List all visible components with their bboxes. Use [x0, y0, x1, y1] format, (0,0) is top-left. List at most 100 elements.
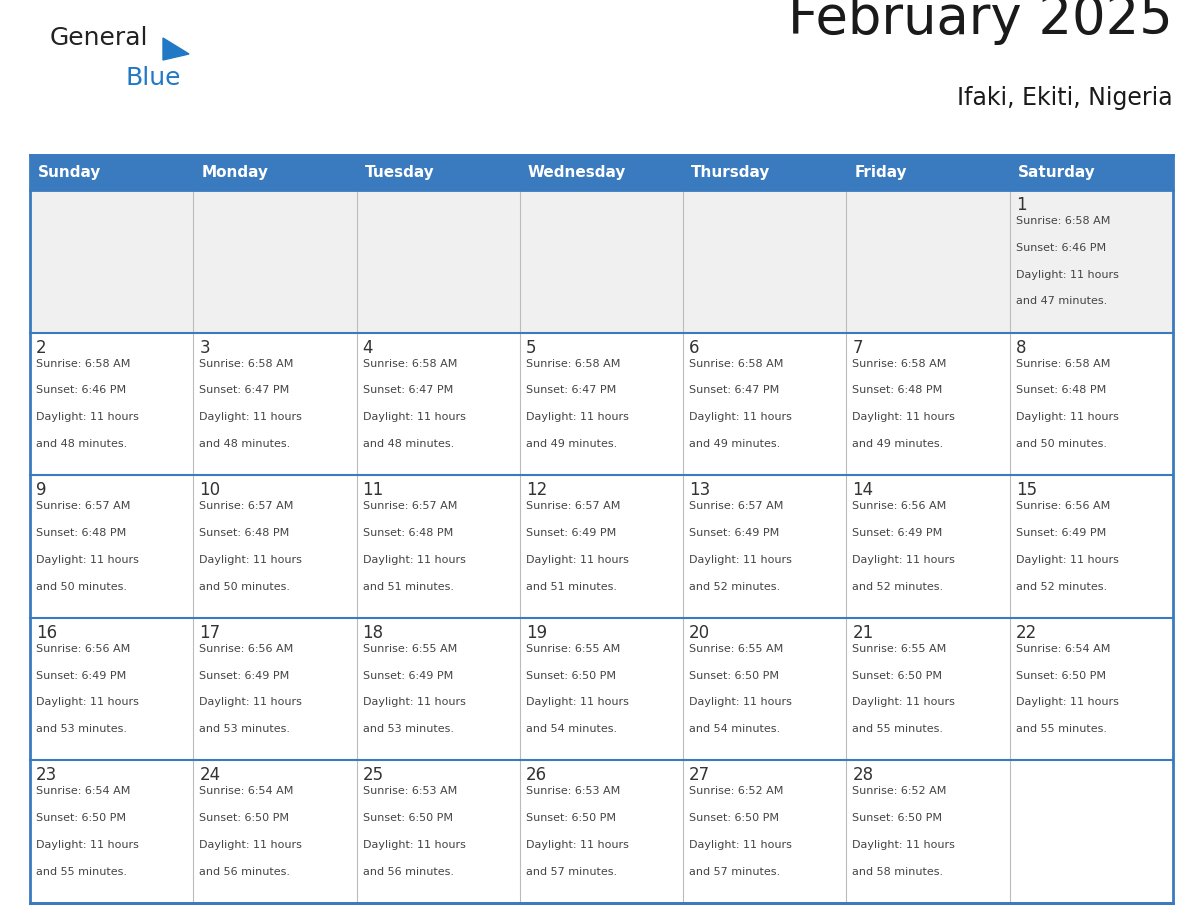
Text: Sunset: 6:49 PM: Sunset: 6:49 PM — [1016, 528, 1106, 538]
Text: Sunset: 6:50 PM: Sunset: 6:50 PM — [362, 813, 453, 823]
Text: Sunrise: 6:58 AM: Sunrise: 6:58 AM — [689, 359, 784, 369]
Text: Sunset: 6:48 PM: Sunset: 6:48 PM — [1016, 386, 1106, 396]
Text: Daylight: 11 hours: Daylight: 11 hours — [200, 554, 302, 565]
Text: 1: 1 — [1016, 196, 1026, 214]
Text: and 50 minutes.: and 50 minutes. — [36, 582, 127, 591]
Text: 25: 25 — [362, 767, 384, 784]
Text: Sunrise: 6:57 AM: Sunrise: 6:57 AM — [36, 501, 131, 511]
Text: Sunrise: 6:58 AM: Sunrise: 6:58 AM — [526, 359, 620, 369]
Text: and 58 minutes.: and 58 minutes. — [853, 867, 943, 877]
Text: Sunrise: 6:54 AM: Sunrise: 6:54 AM — [36, 787, 131, 797]
Text: Sunset: 6:49 PM: Sunset: 6:49 PM — [36, 671, 126, 680]
Text: Daylight: 11 hours: Daylight: 11 hours — [362, 412, 466, 422]
Text: Sunset: 6:50 PM: Sunset: 6:50 PM — [200, 813, 290, 823]
Text: and 51 minutes.: and 51 minutes. — [362, 582, 454, 591]
Text: Sunset: 6:49 PM: Sunset: 6:49 PM — [526, 528, 617, 538]
Text: Sunrise: 6:53 AM: Sunrise: 6:53 AM — [526, 787, 620, 797]
Text: and 54 minutes.: and 54 minutes. — [689, 724, 781, 734]
Text: Sunrise: 6:57 AM: Sunrise: 6:57 AM — [200, 501, 293, 511]
Text: Sunday: Sunday — [38, 165, 101, 180]
Text: Monday: Monday — [201, 165, 268, 180]
Text: Sunrise: 6:55 AM: Sunrise: 6:55 AM — [526, 644, 620, 654]
Text: Daylight: 11 hours: Daylight: 11 hours — [362, 698, 466, 708]
Text: Sunset: 6:50 PM: Sunset: 6:50 PM — [1016, 671, 1106, 680]
Text: Sunset: 6:50 PM: Sunset: 6:50 PM — [853, 671, 942, 680]
Text: Sunrise: 6:58 AM: Sunrise: 6:58 AM — [853, 359, 947, 369]
Text: and 55 minutes.: and 55 minutes. — [36, 867, 127, 877]
Text: Daylight: 11 hours: Daylight: 11 hours — [1016, 554, 1119, 565]
Text: February 2025: February 2025 — [789, 0, 1173, 45]
Text: Sunrise: 6:58 AM: Sunrise: 6:58 AM — [1016, 359, 1110, 369]
Text: 6: 6 — [689, 339, 700, 356]
Text: 22: 22 — [1016, 624, 1037, 642]
Text: Sunset: 6:50 PM: Sunset: 6:50 PM — [526, 671, 615, 680]
Text: and 55 minutes.: and 55 minutes. — [1016, 724, 1107, 734]
Text: Sunrise: 6:58 AM: Sunrise: 6:58 AM — [362, 359, 457, 369]
Text: Daylight: 11 hours: Daylight: 11 hours — [853, 554, 955, 565]
Text: Wednesday: Wednesday — [527, 165, 626, 180]
Text: 13: 13 — [689, 481, 710, 499]
Text: and 54 minutes.: and 54 minutes. — [526, 724, 617, 734]
Text: 17: 17 — [200, 624, 221, 642]
Text: Sunrise: 6:57 AM: Sunrise: 6:57 AM — [689, 501, 784, 511]
Text: Sunset: 6:46 PM: Sunset: 6:46 PM — [1016, 242, 1106, 252]
Text: Daylight: 11 hours: Daylight: 11 hours — [526, 698, 628, 708]
Text: Sunset: 6:50 PM: Sunset: 6:50 PM — [853, 813, 942, 823]
Text: 24: 24 — [200, 767, 221, 784]
Text: 20: 20 — [689, 624, 710, 642]
Text: Daylight: 11 hours: Daylight: 11 hours — [36, 698, 139, 708]
Text: and 49 minutes.: and 49 minutes. — [689, 439, 781, 449]
Text: and 51 minutes.: and 51 minutes. — [526, 582, 617, 591]
Text: 7: 7 — [853, 339, 862, 356]
Text: Sunrise: 6:54 AM: Sunrise: 6:54 AM — [1016, 644, 1110, 654]
Text: and 50 minutes.: and 50 minutes. — [200, 582, 290, 591]
Text: Sunrise: 6:58 AM: Sunrise: 6:58 AM — [200, 359, 293, 369]
Text: Sunrise: 6:56 AM: Sunrise: 6:56 AM — [200, 644, 293, 654]
Text: Daylight: 11 hours: Daylight: 11 hours — [689, 412, 792, 422]
Text: Daylight: 11 hours: Daylight: 11 hours — [853, 412, 955, 422]
Text: 11: 11 — [362, 481, 384, 499]
Text: Sunrise: 6:57 AM: Sunrise: 6:57 AM — [362, 501, 457, 511]
Text: 28: 28 — [853, 767, 873, 784]
Text: Sunset: 6:49 PM: Sunset: 6:49 PM — [200, 671, 290, 680]
Text: 16: 16 — [36, 624, 57, 642]
Text: 12: 12 — [526, 481, 548, 499]
Text: and 57 minutes.: and 57 minutes. — [689, 867, 781, 877]
Text: Sunset: 6:47 PM: Sunset: 6:47 PM — [689, 386, 779, 396]
Text: 9: 9 — [36, 481, 46, 499]
Bar — [30, 190, 1173, 332]
Text: Sunset: 6:49 PM: Sunset: 6:49 PM — [853, 528, 943, 538]
Text: and 57 minutes.: and 57 minutes. — [526, 867, 617, 877]
Text: Sunrise: 6:54 AM: Sunrise: 6:54 AM — [200, 787, 293, 797]
Text: Saturday: Saturday — [1018, 165, 1095, 180]
Text: Daylight: 11 hours: Daylight: 11 hours — [526, 554, 628, 565]
Text: Thursday: Thursday — [691, 165, 771, 180]
Text: Sunrise: 6:57 AM: Sunrise: 6:57 AM — [526, 501, 620, 511]
Text: and 49 minutes.: and 49 minutes. — [526, 439, 617, 449]
Text: Daylight: 11 hours: Daylight: 11 hours — [36, 554, 139, 565]
Polygon shape — [163, 38, 189, 60]
Text: 14: 14 — [853, 481, 873, 499]
Text: and 48 minutes.: and 48 minutes. — [36, 439, 127, 449]
Text: Daylight: 11 hours: Daylight: 11 hours — [689, 840, 792, 850]
Text: Tuesday: Tuesday — [365, 165, 435, 180]
Text: Daylight: 11 hours: Daylight: 11 hours — [689, 554, 792, 565]
Text: Sunrise: 6:58 AM: Sunrise: 6:58 AM — [36, 359, 131, 369]
Text: 15: 15 — [1016, 481, 1037, 499]
Text: Daylight: 11 hours: Daylight: 11 hours — [1016, 698, 1119, 708]
Text: General: General — [50, 26, 148, 50]
Text: and 49 minutes.: and 49 minutes. — [853, 439, 943, 449]
Text: Sunset: 6:50 PM: Sunset: 6:50 PM — [689, 671, 779, 680]
Text: and 47 minutes.: and 47 minutes. — [1016, 297, 1107, 307]
Text: and 52 minutes.: and 52 minutes. — [689, 582, 781, 591]
Text: 27: 27 — [689, 767, 710, 784]
Text: 26: 26 — [526, 767, 546, 784]
Text: Sunrise: 6:58 AM: Sunrise: 6:58 AM — [1016, 216, 1110, 226]
Bar — [30, 155, 1173, 190]
Text: Sunrise: 6:56 AM: Sunrise: 6:56 AM — [853, 501, 947, 511]
Text: and 48 minutes.: and 48 minutes. — [362, 439, 454, 449]
Text: 21: 21 — [853, 624, 873, 642]
Text: Daylight: 11 hours: Daylight: 11 hours — [36, 412, 139, 422]
Text: Daylight: 11 hours: Daylight: 11 hours — [1016, 270, 1119, 280]
Text: Sunset: 6:48 PM: Sunset: 6:48 PM — [362, 528, 453, 538]
